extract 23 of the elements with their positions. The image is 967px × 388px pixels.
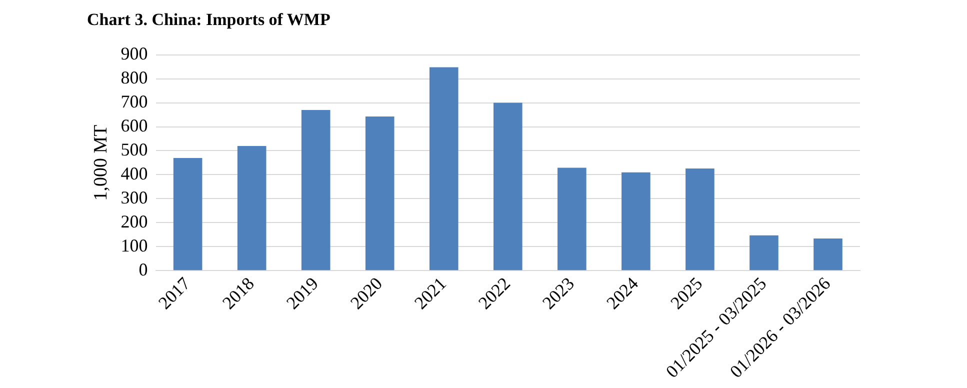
bar xyxy=(237,146,266,270)
bar xyxy=(301,110,330,270)
y-tick-label: 600 xyxy=(120,115,148,136)
y-tick-label: 400 xyxy=(120,163,148,184)
y-tick-label: 100 xyxy=(120,235,148,256)
bar xyxy=(558,168,586,270)
y-tick-label: 900 xyxy=(120,44,148,64)
chart-title: Chart 3. China: Imports of WMP xyxy=(87,10,330,30)
bar xyxy=(750,235,778,270)
bar xyxy=(686,168,714,270)
bar xyxy=(814,238,842,270)
bar xyxy=(365,116,394,270)
y-tick-label: 200 xyxy=(120,211,148,232)
y-tick-label: 700 xyxy=(120,92,148,112)
y-tick-label: 0 xyxy=(138,259,148,280)
bar xyxy=(429,67,458,270)
y-tick-label: 800 xyxy=(120,68,148,88)
y-tick-label: 300 xyxy=(120,187,148,208)
y-tick-label: 500 xyxy=(120,139,148,160)
y-axis-title: 1,000 MT xyxy=(90,124,112,201)
bar xyxy=(493,102,522,270)
bar xyxy=(622,172,650,270)
bar xyxy=(173,158,202,270)
